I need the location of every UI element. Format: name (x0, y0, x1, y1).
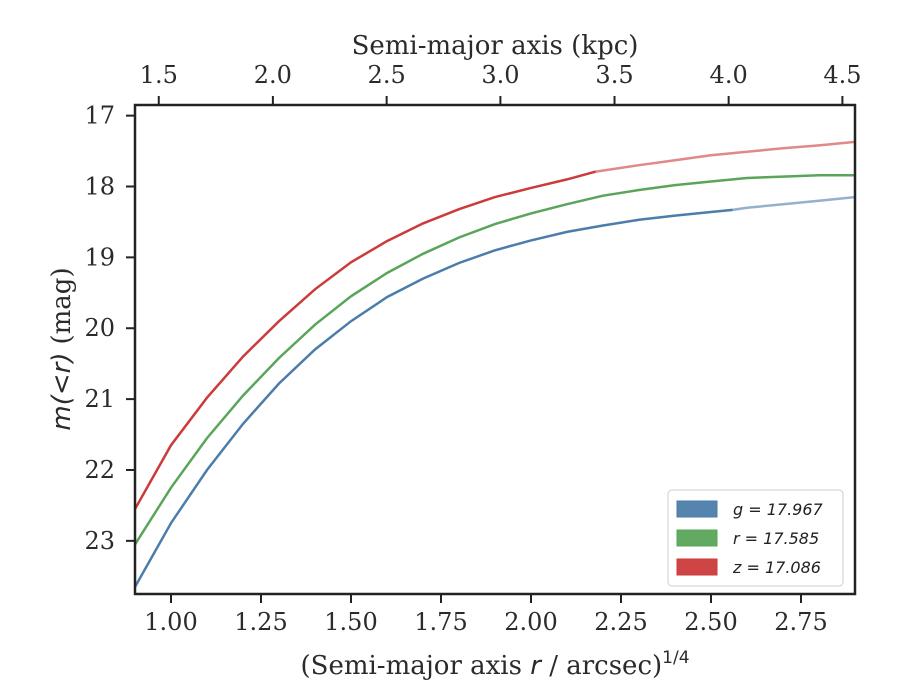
x-tick-label: 1.25 (234, 608, 287, 636)
y-tick-label: 23 (84, 527, 115, 555)
series-2-extrapolated-line (595, 140, 855, 173)
top-x-axis-label: Semi-major axis (kpc) (352, 31, 639, 61)
x-tick-label: 2.75 (774, 608, 827, 636)
legend-label-1: r = 17.585 (733, 529, 819, 548)
top-x-tick-label: 2.0 (254, 61, 292, 89)
x-tick-label: 1.50 (324, 608, 377, 636)
x-tick-label: 1.75 (414, 608, 467, 636)
y-tick-label: 22 (84, 456, 115, 484)
top-x-tick-label: 1.5 (140, 61, 178, 89)
legend-swatch-1 (676, 529, 718, 547)
legend-label-0: g = 17.967 (733, 500, 824, 519)
series-0-extrapolated-line (732, 195, 855, 212)
x-tick-label: 1.00 (144, 608, 197, 636)
legend-swatch-2 (676, 558, 718, 576)
top-x-tick-label: 4.0 (710, 61, 748, 89)
legend: g = 17.967 r = 17.585 z = 17.086 (667, 489, 844, 587)
legend-swatch-0 (676, 500, 718, 518)
series-layer (135, 140, 855, 588)
series-1-line (135, 173, 855, 546)
y-tick-label: 21 (84, 385, 115, 413)
plot-frame (133, 103, 857, 596)
top-x-tick-label: 3.5 (595, 61, 633, 89)
y-tick-label: 18 (84, 173, 115, 201)
series-0-line (135, 208, 733, 588)
y-axis-label: m(<r)(mag) (47, 267, 77, 430)
top-x-tick-label: 3.0 (481, 61, 519, 89)
x-tick-label: 2.50 (684, 608, 737, 636)
legend-label-2: z = 17.086 (732, 558, 821, 577)
x-tick-label: 2.00 (504, 608, 557, 636)
y-tick-label: 17 (84, 102, 115, 130)
x-tick-label: 2.25 (594, 608, 647, 636)
x-axis-label: (Semi-major axis r / arcsec)1/4 (300, 648, 689, 681)
series-2-line (135, 170, 597, 510)
ticks-layer: 1.00 1.25 1.50 1.75 2.00 2.25 2.50 2.75 17 18 19 20… (84, 61, 861, 636)
top-x-tick-label: 2.5 (368, 61, 406, 89)
top-x-tick-label: 4.5 (823, 61, 861, 89)
y-tick-label: 20 (84, 314, 115, 342)
y-tick-label: 19 (84, 243, 115, 271)
